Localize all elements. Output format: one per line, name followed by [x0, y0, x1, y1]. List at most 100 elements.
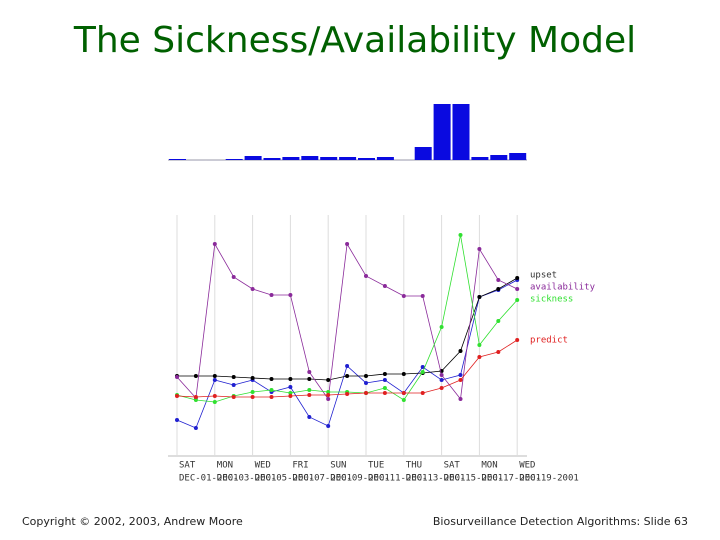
bar — [301, 156, 319, 160]
point — [269, 388, 274, 392]
point — [496, 278, 501, 282]
point — [288, 293, 293, 297]
point — [477, 355, 482, 359]
point — [288, 394, 293, 398]
x-tick-date: DEC-09-2001 — [330, 474, 390, 484]
point — [382, 284, 387, 288]
point — [326, 397, 331, 401]
footer-left: Copyright © 2002, 2003, Andrew Moore — [22, 515, 243, 528]
x-tick-label: TUE — [368, 461, 384, 471]
point — [401, 372, 406, 376]
point — [439, 325, 444, 329]
point — [364, 374, 368, 378]
bar — [282, 157, 300, 160]
point — [307, 388, 312, 392]
point — [458, 233, 463, 237]
point — [458, 378, 463, 382]
point — [364, 391, 368, 395]
bar — [414, 147, 432, 160]
point — [250, 376, 255, 380]
point — [401, 398, 406, 402]
point — [496, 287, 501, 291]
point — [326, 390, 331, 394]
point — [231, 383, 236, 387]
series-line — [176, 339, 518, 398]
point — [515, 276, 520, 280]
x-tick-date: DEC-07-2001 — [292, 474, 352, 484]
x-tick-date: DEC-05-2001 — [255, 474, 315, 484]
x-tick-label: WED — [255, 461, 271, 471]
point — [288, 391, 293, 395]
x-tick-label: SAT — [179, 461, 196, 471]
point — [345, 374, 350, 378]
point — [515, 298, 520, 302]
legend-label: predict — [530, 336, 568, 346]
bar — [471, 157, 489, 160]
point — [307, 415, 312, 419]
point — [212, 242, 217, 246]
point — [420, 365, 425, 369]
point — [269, 395, 274, 399]
point — [515, 338, 520, 342]
point — [307, 370, 312, 374]
bar — [225, 159, 243, 160]
x-tick-date: DEC-13-2001 — [406, 474, 466, 484]
point — [477, 295, 482, 299]
point — [269, 293, 274, 297]
point — [326, 378, 331, 382]
x-tick-date: DEC-03-2001 — [217, 474, 277, 484]
bar — [433, 104, 451, 160]
point — [420, 370, 425, 374]
legend-label: sickness — [530, 295, 573, 305]
x-tick-date: DEC-15-2001 — [444, 474, 504, 484]
point — [401, 294, 406, 298]
point — [212, 374, 217, 378]
point — [250, 390, 255, 394]
point — [212, 400, 217, 404]
x-tick-label: MON — [481, 461, 497, 471]
point — [382, 391, 387, 395]
point — [382, 372, 387, 376]
point — [477, 247, 482, 251]
x-tick-date: DEC-11-2001 — [368, 474, 428, 484]
point — [175, 375, 179, 379]
point — [193, 395, 198, 399]
point — [345, 242, 350, 246]
point — [345, 364, 350, 368]
point — [269, 377, 274, 381]
bar — [169, 159, 186, 160]
x-tick-label: FRI — [292, 461, 308, 471]
point — [175, 418, 179, 422]
point — [364, 274, 368, 278]
legend-label: availability — [530, 283, 596, 293]
point — [231, 375, 236, 379]
x-tick-date: DEC-01-2001 — [179, 474, 239, 484]
point — [364, 381, 368, 385]
point — [496, 319, 501, 323]
bar — [376, 157, 394, 160]
x-tick-label: THU — [406, 461, 422, 471]
point — [193, 426, 198, 430]
point — [382, 378, 387, 382]
point — [212, 378, 217, 382]
point — [288, 385, 293, 389]
x-tick-label: SAT — [444, 461, 461, 471]
bar — [320, 157, 338, 160]
point — [231, 395, 236, 399]
point — [439, 386, 444, 390]
point — [420, 391, 425, 395]
point — [439, 378, 444, 382]
point — [193, 374, 198, 378]
x-tick-date: DEC-19-2001 — [519, 474, 579, 484]
point — [420, 294, 425, 298]
point — [193, 398, 198, 402]
footer-right: Biosurveillance Detection Algorithms: Sl… — [433, 515, 688, 528]
point — [307, 377, 312, 381]
point — [458, 373, 463, 377]
point — [231, 275, 236, 279]
bar — [339, 157, 357, 160]
x-tick-label: SUN — [330, 461, 346, 471]
point — [345, 392, 350, 396]
point — [326, 424, 331, 428]
x-tick-date: DEC-17-2001 — [481, 474, 541, 484]
